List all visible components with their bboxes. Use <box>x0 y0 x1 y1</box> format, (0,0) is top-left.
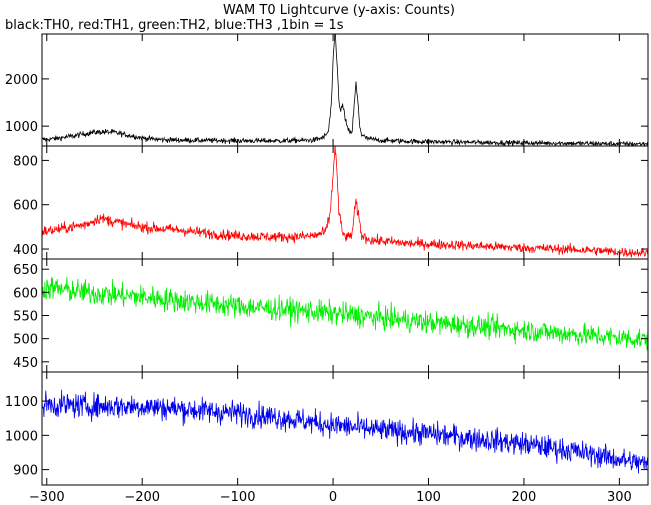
x-tick-label: 200 <box>512 490 537 505</box>
y-tick-label: 800 <box>13 154 38 169</box>
y-tick-label: 600 <box>13 199 38 214</box>
panel-th1: 400 600 800 <box>13 145 649 260</box>
y-tick-label: 500 <box>13 333 38 348</box>
x-tick-label: 300 <box>607 490 632 505</box>
series-line-th0 <box>42 34 648 146</box>
x-tick-label: −300 <box>29 490 65 505</box>
panel-stack: 1000200040060080045050055060065090010001… <box>5 33 649 486</box>
panel-frame <box>41 145 649 260</box>
y-tick-label: 1100 <box>5 395 38 410</box>
series-line-th1 <box>42 146 648 258</box>
series-line-th2 <box>42 276 648 351</box>
x-tick-label: 100 <box>416 490 441 505</box>
y-tick-label: 650 <box>13 263 38 278</box>
y-tick-label: 900 <box>13 464 38 479</box>
y-tick-label: 1000 <box>5 120 38 135</box>
y-tick-label: 600 <box>13 286 38 301</box>
x-tick-label: 0 <box>329 490 337 505</box>
y-tick-label: 450 <box>13 356 38 371</box>
x-tick-label: −100 <box>220 490 256 505</box>
chart-subtitle: black:TH0, red:TH1, green:TH2, blue:TH3 … <box>5 18 344 33</box>
panel-frame <box>41 33 649 147</box>
y-tick-label: 400 <box>13 243 38 258</box>
panel-frame <box>41 371 649 486</box>
panel-th0: 1000 2000 <box>5 33 649 147</box>
panel-th2: 450 500 550 600 650 <box>13 258 649 373</box>
chart-title: WAM T0 Lightcurve (y-axis: Counts) <box>223 3 455 18</box>
series-line-th3 <box>42 389 648 474</box>
panel-th3: 900 1000 1100 <box>5 371 649 486</box>
y-tick-label: 2000 <box>5 73 38 88</box>
x-tick-label: −200 <box>124 490 160 505</box>
y-tick-label: 1000 <box>5 429 38 444</box>
x-axis: −300 −200 −100 0 100 200 300 <box>29 490 632 505</box>
y-tick-label: 550 <box>13 310 38 325</box>
